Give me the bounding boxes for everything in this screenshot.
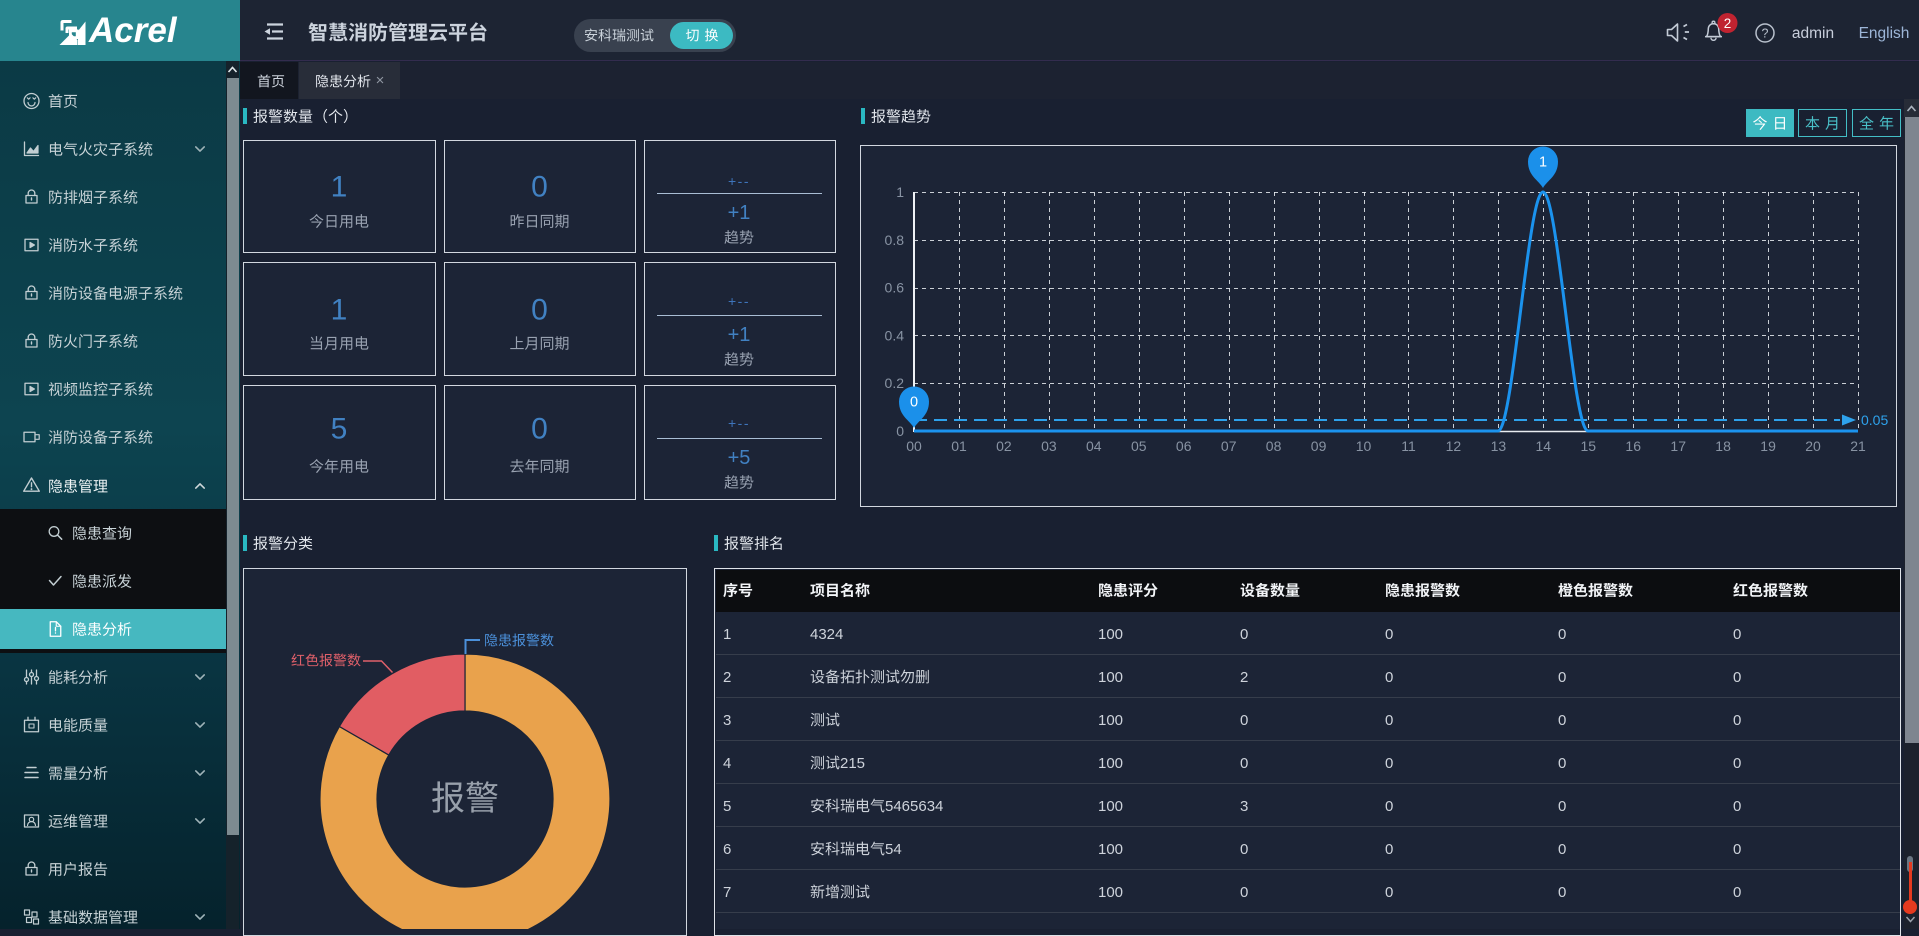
svg-text:0: 0 [1733, 841, 1741, 858]
svg-text:×: × [376, 72, 385, 89]
svg-text:+--: +-- [728, 293, 750, 309]
svg-text:0: 0 [1385, 626, 1393, 643]
svg-text:1: 1 [331, 171, 348, 204]
svg-text:1: 1 [331, 294, 348, 327]
svg-text:17: 17 [1670, 438, 1686, 454]
svg-text:?: ? [1762, 27, 1769, 41]
svg-text:16: 16 [1625, 438, 1641, 454]
svg-text:0: 0 [1240, 841, 1248, 858]
svg-text:2: 2 [1240, 669, 1248, 686]
svg-text:05: 05 [1131, 438, 1147, 454]
svg-text:0: 0 [1385, 841, 1393, 858]
svg-text:01: 01 [951, 438, 967, 454]
svg-text:0: 0 [1385, 884, 1393, 901]
svg-text:1: 1 [1539, 155, 1547, 171]
svg-text:0: 0 [1385, 712, 1393, 729]
svg-text:3: 3 [723, 712, 731, 729]
svg-text:15: 15 [1581, 438, 1597, 454]
svg-text:0: 0 [1733, 669, 1741, 686]
svg-text:0: 0 [1385, 798, 1393, 815]
svg-text:14: 14 [1536, 438, 1552, 454]
svg-text:08: 08 [1266, 438, 1282, 454]
svg-text:02: 02 [996, 438, 1012, 454]
svg-text:20: 20 [1805, 438, 1821, 454]
svg-text:0: 0 [1733, 798, 1741, 815]
svg-text:100: 100 [1098, 798, 1123, 815]
svg-text:4: 4 [723, 755, 731, 772]
svg-text:admin: admin [1792, 25, 1834, 42]
svg-text:07: 07 [1221, 438, 1237, 454]
svg-text:6: 6 [723, 841, 731, 858]
svg-text:0.4: 0.4 [885, 327, 905, 343]
svg-text:5: 5 [331, 413, 348, 446]
svg-text:0: 0 [531, 171, 548, 204]
svg-text:3: 3 [1240, 798, 1248, 815]
svg-text:+5: +5 [728, 447, 751, 469]
svg-text:0.05: 0.05 [1861, 412, 1888, 428]
svg-text:215: 215 [840, 755, 865, 772]
svg-text:10: 10 [1356, 438, 1372, 454]
svg-text:0: 0 [1733, 884, 1741, 901]
svg-text:0: 0 [531, 413, 548, 446]
svg-text:7: 7 [723, 884, 731, 901]
svg-text:00: 00 [906, 438, 922, 454]
svg-text:13: 13 [1491, 438, 1507, 454]
svg-text:0: 0 [1558, 798, 1566, 815]
svg-text:0: 0 [1240, 755, 1248, 772]
svg-text:5: 5 [723, 798, 731, 815]
svg-text:0: 0 [1558, 841, 1566, 858]
svg-text:12: 12 [1446, 438, 1462, 454]
svg-text:0: 0 [1558, 669, 1566, 686]
svg-text:18: 18 [1715, 438, 1731, 454]
svg-text:06: 06 [1176, 438, 1192, 454]
svg-text:0: 0 [1240, 884, 1248, 901]
svg-text:0: 0 [1733, 626, 1741, 643]
svg-text:100: 100 [1098, 841, 1123, 858]
svg-text:100: 100 [1098, 755, 1123, 772]
svg-text:0: 0 [1385, 755, 1393, 772]
svg-text:1: 1 [723, 626, 731, 643]
svg-text:100: 100 [1098, 626, 1123, 643]
svg-text:0: 0 [896, 423, 904, 439]
svg-text:0.8: 0.8 [885, 232, 905, 248]
svg-text:0: 0 [910, 395, 918, 411]
svg-text:0: 0 [1240, 626, 1248, 643]
svg-text:0: 0 [1733, 712, 1741, 729]
svg-text:2: 2 [723, 669, 731, 686]
svg-text:English: English [1859, 25, 1910, 42]
svg-text:03: 03 [1041, 438, 1057, 454]
svg-text:0: 0 [1558, 712, 1566, 729]
svg-text:0: 0 [1558, 755, 1566, 772]
svg-text:+1: +1 [728, 202, 751, 224]
svg-text:4324: 4324 [810, 626, 843, 643]
svg-text:0.6: 0.6 [885, 280, 905, 296]
svg-text:04: 04 [1086, 438, 1102, 454]
svg-text:0: 0 [1240, 712, 1248, 729]
svg-text:+1: +1 [728, 324, 751, 346]
svg-text:19: 19 [1760, 438, 1776, 454]
svg-text:+--: +-- [728, 173, 750, 189]
svg-text:100: 100 [1098, 712, 1123, 729]
svg-text:11: 11 [1401, 438, 1416, 454]
svg-text:2: 2 [1724, 16, 1732, 31]
svg-text:0: 0 [1733, 755, 1741, 772]
svg-text:0: 0 [1558, 884, 1566, 901]
svg-text:0: 0 [531, 294, 548, 327]
svg-text:100: 100 [1098, 669, 1123, 686]
svg-text:21: 21 [1850, 438, 1866, 454]
svg-text:+--: +-- [728, 415, 750, 431]
svg-text:0: 0 [1558, 626, 1566, 643]
svg-text:5465634: 5465634 [885, 798, 943, 815]
svg-text:54: 54 [885, 841, 902, 858]
svg-text:0.2: 0.2 [885, 375, 905, 391]
svg-text:100: 100 [1098, 884, 1123, 901]
svg-text:1: 1 [896, 184, 904, 200]
svg-text:0: 0 [1385, 669, 1393, 686]
svg-text:09: 09 [1311, 438, 1327, 454]
